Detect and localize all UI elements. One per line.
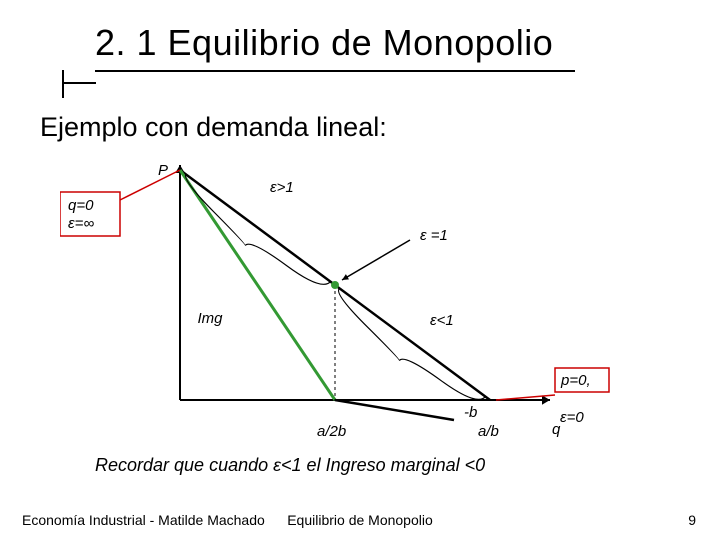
footer-center: Equilibrio de Monopolio xyxy=(0,512,720,528)
slide: 2. 1 Equilibrio de Monopolio Ejemplo con… xyxy=(0,0,720,540)
title-decor-horiz xyxy=(62,82,96,84)
svg-text:ε<1: ε<1 xyxy=(430,312,454,329)
footer-right: 9 xyxy=(688,512,696,528)
svg-text:-b: -b xyxy=(464,404,477,421)
svg-text:a/2b: a/2b xyxy=(317,423,346,440)
title-underline xyxy=(95,70,575,72)
slide-subtitle: Ejemplo con demanda lineal: xyxy=(40,112,387,143)
svg-text:ε =1: ε =1 xyxy=(420,227,448,244)
svg-text:Img: Img xyxy=(198,310,224,327)
svg-text:q=0: q=0 xyxy=(68,197,94,214)
svg-text:ε>1: ε>1 xyxy=(270,179,294,196)
svg-text:p=0,: p=0, xyxy=(560,372,591,389)
slide-title: 2. 1 Equilibrio de Monopolio xyxy=(95,22,553,64)
elasticity-chart: PqImg-ba/2ba/bε>1ε =1ε<1q=0ε=∞p=0,ε=0 xyxy=(60,150,620,450)
title-decor-vert xyxy=(62,70,64,98)
svg-text:ε=0: ε=0 xyxy=(560,409,584,426)
svg-text:ε=∞: ε=∞ xyxy=(68,215,94,232)
footnote-text: Recordar que cuando ε<1 el Ingreso margi… xyxy=(95,455,485,476)
svg-text:a/b: a/b xyxy=(478,423,499,440)
